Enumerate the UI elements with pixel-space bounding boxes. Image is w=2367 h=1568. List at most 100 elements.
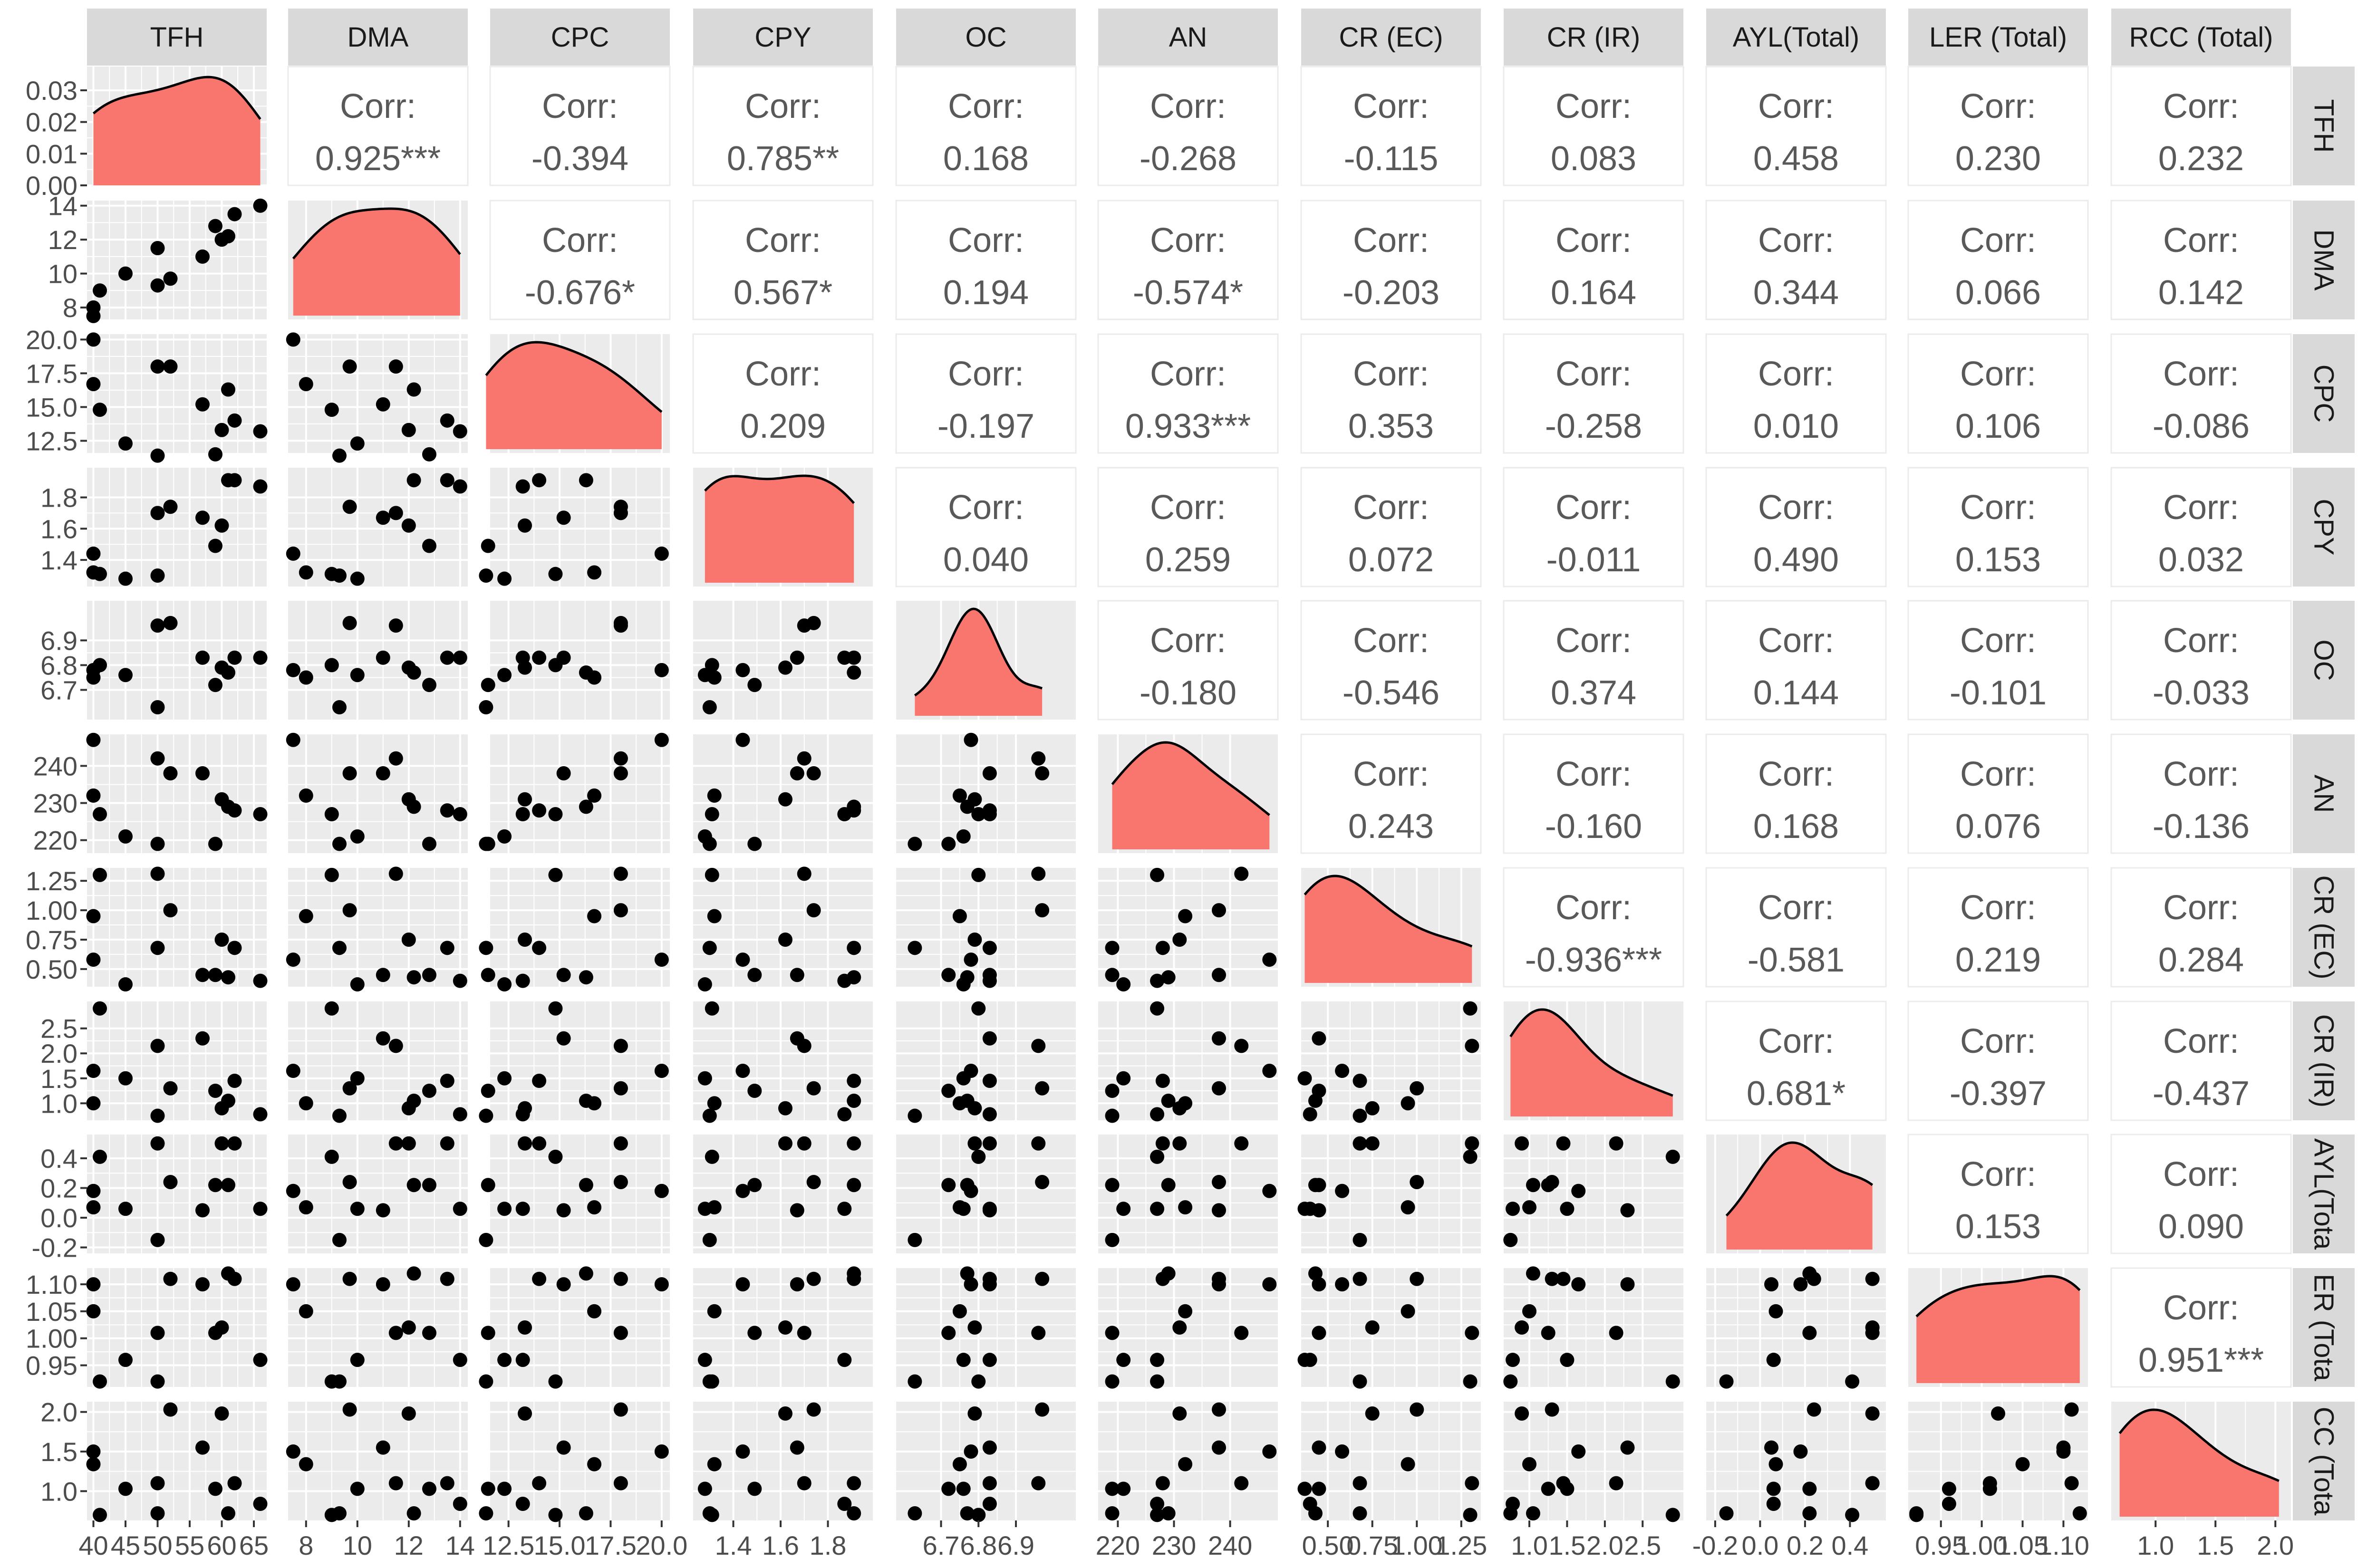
scatter-point: [376, 1203, 390, 1218]
scatter-point: [1541, 1326, 1555, 1340]
scatter-point: [227, 1271, 242, 1286]
corr-value: 0.219: [1955, 941, 2041, 979]
scatter-point: [556, 650, 571, 665]
scatter-point: [1522, 1200, 1536, 1215]
scatter-point: [960, 1506, 975, 1520]
density-area: [1916, 1276, 2080, 1383]
density-area: [93, 77, 261, 185]
scatter-point: [286, 1183, 300, 1198]
y-tick-label: 0.75: [26, 925, 77, 955]
panel-bg: [896, 1135, 1076, 1253]
corr-panel-cpc-cpy: Corr: 0.209: [692, 333, 874, 454]
panel-bg: [1301, 1001, 1481, 1120]
corr-panel-bg: [1503, 867, 1684, 988]
corr-panel-oc-ayl-total: Corr: 0.144: [1705, 600, 1887, 721]
scatter-point: [1365, 1136, 1380, 1151]
scatter-point: [299, 377, 313, 392]
scatter-point: [1665, 1374, 1680, 1389]
corr-value: -0.437: [2153, 1075, 2250, 1113]
density-panel-rcc-total: [2111, 1402, 2291, 1520]
scatter-point: [299, 565, 313, 580]
scatter-point: [299, 909, 313, 923]
corr-panel-bg: [1705, 467, 1887, 587]
scatter-point: [806, 1081, 821, 1096]
scatter-point: [208, 539, 222, 553]
scatter-point: [481, 539, 495, 553]
scatter-point: [515, 1202, 530, 1216]
scatter-panel-cpy-tfh: [86, 468, 268, 587]
panel-bg: [288, 734, 468, 853]
scatter-point: [1155, 1476, 1170, 1491]
scatter-point: [406, 473, 421, 488]
scatter-point: [1463, 1001, 1478, 1016]
scatter-point: [532, 473, 547, 488]
scatter-point: [1161, 1506, 1176, 1520]
scatter-point: [1105, 968, 1120, 982]
panel-bg: [490, 734, 670, 853]
scatter-point: [453, 424, 467, 439]
corr-panel-ayl-total-ler-total: Corr: 0.153: [1907, 1134, 2089, 1254]
corr-label: Corr:: [2163, 755, 2239, 793]
x-tick-label: 6.9: [997, 1530, 1034, 1560]
scatter-point: [93, 1001, 107, 1016]
corr-value: 0.144: [1753, 674, 1839, 712]
scatter-point: [1545, 1402, 1559, 1417]
scatter-point: [790, 1440, 804, 1455]
scatter-point: [960, 1266, 975, 1281]
corr-panel-cpy-cr-ir: Corr: -0.011: [1503, 467, 1684, 587]
scatter-point: [440, 413, 454, 428]
x-tick-label: 1.0: [2137, 1530, 2174, 1560]
scatter-point: [1335, 1277, 1350, 1292]
corr-panel-cpy-an: Corr: 0.259: [1097, 467, 1279, 587]
scatter-point: [1410, 1081, 1424, 1096]
density-panel-cr-ec: [1301, 868, 1481, 987]
scatter-point: [350, 436, 365, 451]
scatter-point: [956, 1202, 971, 1216]
scatter-panel-cr-ec-dma: [286, 866, 468, 992]
scatter-point: [221, 1178, 235, 1193]
corr-panel-bg: [287, 66, 469, 186]
scatter-point: [1150, 1508, 1165, 1522]
scatter-point: [702, 1108, 717, 1123]
y-tick-label: 1.00: [26, 1324, 77, 1354]
corr-value: 0.153: [1955, 1208, 2041, 1246]
scatter-point: [227, 473, 242, 488]
scatter-panel-ayl-total-an: [1098, 1135, 1278, 1253]
scatter-point: [548, 1149, 563, 1164]
scatter-point: [548, 1374, 563, 1389]
scatter-point: [1353, 1374, 1367, 1389]
scatter-point: [1172, 1101, 1187, 1116]
scatter-point: [1526, 1266, 1540, 1281]
scatter-point: [1031, 1326, 1046, 1340]
corr-panel-dma-ler-total: Corr: 0.066: [1907, 200, 2089, 320]
scatter-point: [778, 1320, 792, 1335]
scatter-point: [1410, 1175, 1424, 1189]
scatter-point: [1401, 1096, 1415, 1111]
scatter-point: [556, 1277, 571, 1292]
scatter-point: [1262, 952, 1277, 967]
scatter-point: [324, 403, 339, 417]
scatter-point: [579, 1178, 593, 1193]
strip-top-rcc-total: RCC (Total): [2111, 9, 2291, 66]
scatter-point: [613, 866, 628, 881]
scatter-point: [1150, 1497, 1165, 1511]
strip-right-cr-ir: CR (IR): [2293, 1001, 2355, 1120]
scatter-point: [1211, 1203, 1226, 1218]
strip-top-bg: [87, 9, 267, 66]
corr-label: Corr:: [2163, 355, 2239, 393]
x-tick-label: 1.25: [1435, 1530, 1487, 1560]
y-tick-label: 0.00: [26, 171, 77, 201]
scatter-point: [388, 618, 403, 633]
scatter-point: [654, 1277, 669, 1292]
strip-right-label: CPC: [2309, 365, 2339, 423]
corr-panel-dma-cpy: Corr: 0.567*: [692, 200, 874, 320]
scatter-point: [941, 968, 956, 982]
panel-bg: [693, 1135, 873, 1253]
scatter-point: [1031, 751, 1046, 766]
corr-value: 0.353: [1348, 407, 1434, 445]
corr-value: 0.681*: [1747, 1075, 1845, 1113]
corr-label: Corr:: [1758, 622, 1834, 660]
corr-label: Corr:: [1150, 355, 1226, 393]
y-tick-label: -0.2: [32, 1233, 78, 1263]
scatter-point: [1303, 1202, 1317, 1216]
